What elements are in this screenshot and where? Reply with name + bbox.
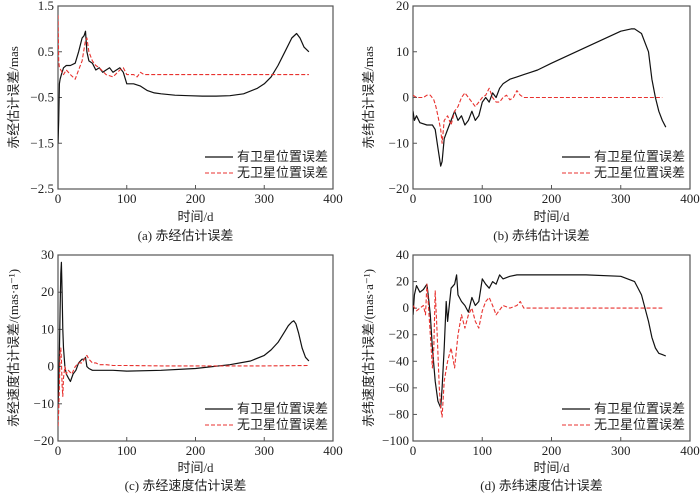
legend-label-without-error: 无卫星位置误差	[594, 417, 685, 432]
y-tick-label: 10	[41, 321, 54, 336]
y-tick-label: 0.5	[38, 44, 54, 59]
series-with-satellite-error	[58, 30, 310, 144]
y-tick-label: 20	[41, 284, 54, 299]
x-tick-label: 200	[542, 443, 562, 458]
x-axis-label: 时间/d	[533, 460, 570, 475]
y-axis-label: 赤纬估计误差/mas	[361, 46, 376, 149]
y-tick-label: 30	[41, 247, 54, 262]
y-tick-label: −100	[382, 433, 409, 448]
y-tick-label: 20	[396, 0, 409, 13]
legend-label-with-error: 有卫星位置误差	[594, 401, 685, 416]
x-tick-label: 200	[542, 191, 562, 206]
series-without-satellite-error	[58, 347, 309, 427]
x-tick-label: 400	[680, 443, 700, 458]
subplot-b: 0 100 200 300 40020100−10−20时间/d赤纬估计误差/mas(b…	[361, 0, 700, 243]
subplot-caption: (b) 赤纬估计误差	[493, 228, 589, 243]
y-tick-label: 0	[403, 90, 410, 105]
x-tick-label: 100	[473, 443, 493, 458]
y-tick-label: −20	[389, 327, 409, 342]
subplot-caption: (d) 赤纬速度估计误差	[480, 478, 602, 493]
y-tick-label: 20	[396, 274, 409, 289]
subplot-caption: (a) 赤经估计误差	[138, 228, 234, 243]
y-tick-label: −20	[34, 433, 54, 448]
legend-label-without-error: 无卫星位置误差	[237, 417, 328, 432]
series-with-satellite-error	[413, 28, 667, 167]
x-axis-label: 时间/d	[177, 209, 214, 224]
y-tick-label: 1.5	[38, 0, 54, 13]
x-tick-label: 300	[255, 191, 275, 206]
x-tick-label: 0	[410, 443, 417, 458]
legend-label-without-error: 无卫星位置误差	[237, 165, 328, 180]
legend-label-with-error: 有卫星位置误差	[237, 401, 328, 416]
legend-label-with-error: 有卫星位置误差	[237, 149, 328, 164]
y-tick-label: 0	[48, 359, 55, 374]
x-tick-label: 100	[117, 443, 137, 458]
series-without-satellite-error	[58, 15, 309, 80]
y-tick-label: −2.5	[30, 181, 54, 196]
x-tick-label: 300	[255, 443, 275, 458]
x-tick-label: 400	[323, 191, 343, 206]
y-tick-label: −60	[389, 380, 409, 395]
legend-label-with-error: 有卫星位置误差	[594, 149, 685, 164]
series-with-satellite-error	[413, 274, 667, 409]
x-tick-label: 0	[410, 191, 417, 206]
x-tick-label: 400	[323, 443, 343, 458]
y-tick-label: −1.5	[30, 135, 54, 150]
legend-label-without-error: 无卫星位置误差	[594, 165, 685, 180]
x-tick-label: 400	[680, 191, 700, 206]
x-tick-label: 0	[55, 443, 62, 458]
y-tick-label: −80	[389, 406, 409, 421]
y-tick-label: 10	[396, 44, 409, 59]
y-tick-label: 40	[396, 247, 409, 262]
subplot-a: 0 100 200 300 400 1.5 0.5 −0.5 −1.5 −2.5 时间/d 赤经估计误…	[6, 0, 343, 243]
x-tick-label: 300	[611, 191, 631, 206]
y-axis-label: 赤经速度估计误差/(mas·a⁻¹)	[6, 269, 21, 427]
x-tick-label: 0	[55, 191, 62, 206]
x-tick-label: 200	[186, 191, 206, 206]
subplot-d: 0 100 200 300 40040200−20−40−60−80−100时间/d赤纬…	[361, 247, 700, 493]
series-without-satellite-error	[413, 87, 663, 144]
y-tick-label: −0.5	[30, 90, 54, 105]
x-tick-label: 300	[611, 443, 631, 458]
x-tick-label: 200	[186, 443, 206, 458]
y-tick-label: −10	[389, 135, 409, 150]
y-axis-label: 赤纬速度估计误差/(mas·a⁻¹)	[361, 269, 376, 427]
x-axis-label: 时间/d	[177, 460, 214, 475]
subplot-caption: (c) 赤经速度估计误差	[125, 478, 247, 493]
y-axis-label: 赤经估计误差/mas	[6, 46, 21, 149]
y-tick-label: 0	[403, 300, 410, 315]
series-without-satellite-error	[413, 283, 663, 418]
subplot-c: 0 100 200 300 4003020100−10−20时间/d赤经速度估计误差/(…	[6, 247, 343, 493]
y-tick-label: −40	[389, 353, 409, 368]
series-with-satellite-error	[58, 261, 310, 404]
x-tick-label: 100	[117, 191, 137, 206]
x-tick-label: 100	[473, 191, 493, 206]
x-axis-label: 时间/d	[533, 209, 570, 224]
y-tick-label: −20	[389, 181, 409, 196]
y-tick-label: −10	[34, 396, 54, 411]
